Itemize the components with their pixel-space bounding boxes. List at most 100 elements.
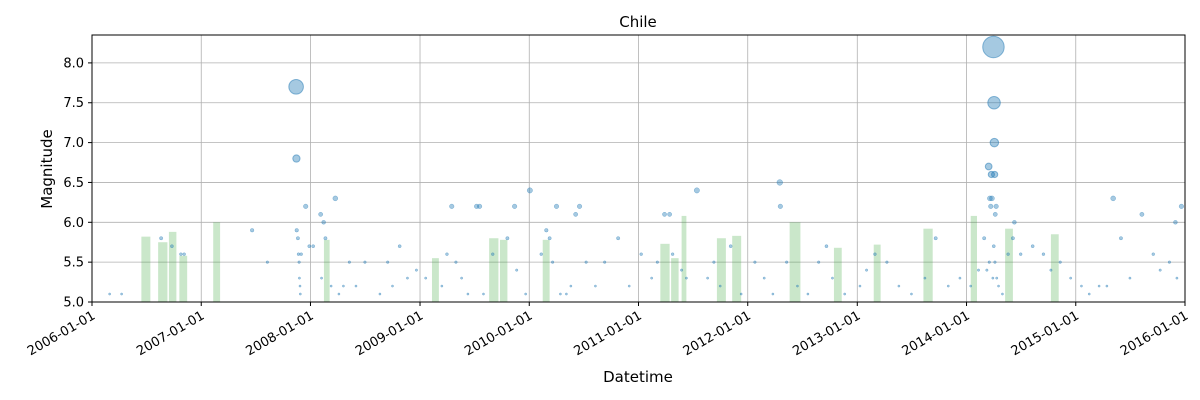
scatter-point — [1001, 292, 1004, 296]
scatter-point — [296, 252, 301, 256]
y-tick-label: 7.5 — [63, 96, 84, 111]
bar — [716, 238, 726, 302]
scatter-point — [897, 284, 901, 288]
scatter-point — [526, 187, 533, 194]
scatter-point — [363, 260, 367, 264]
scatter-point — [1110, 195, 1116, 202]
scatter-point — [693, 187, 700, 194]
scatter-point — [460, 276, 464, 280]
scatter-point — [551, 260, 555, 264]
scatter-point — [440, 284, 444, 288]
scatter-point — [386, 260, 390, 264]
scatter-point — [910, 292, 913, 296]
scatter-point — [424, 276, 428, 280]
scatter-point — [785, 260, 789, 264]
scatter-point — [1167, 260, 1172, 264]
scatter-point — [933, 236, 938, 241]
scatter-point — [265, 260, 269, 264]
scatter-point — [584, 260, 588, 264]
scatter-point — [1010, 236, 1015, 241]
scatter-point — [1049, 268, 1053, 272]
scatter-point — [321, 220, 326, 225]
scatter-point — [776, 179, 783, 186]
scatter-point — [391, 284, 394, 288]
scatter-point — [320, 276, 323, 280]
scatter-point — [739, 292, 743, 296]
scatter-point — [1151, 252, 1155, 256]
scatter-point — [984, 162, 993, 171]
y-tick-label: 5.5 — [63, 256, 84, 271]
scatter-point — [445, 252, 449, 256]
scatter-point — [565, 292, 568, 296]
scatter-point — [946, 284, 950, 288]
scatter-point — [977, 268, 980, 272]
scatter-point — [1069, 276, 1073, 280]
scatter-point — [993, 260, 997, 264]
scatter-point — [662, 211, 667, 217]
scatter-point — [477, 203, 483, 209]
y-tick-label: 8.0 — [63, 56, 84, 71]
scatter-point — [332, 195, 339, 202]
scatter-point — [762, 276, 766, 280]
scatter-point — [539, 252, 543, 256]
scatter-point — [295, 236, 300, 241]
scatter-point — [1030, 244, 1035, 249]
scatter-point — [873, 252, 877, 256]
scatter-point — [170, 244, 174, 249]
scatter-point — [1158, 268, 1162, 272]
scatter-point — [989, 137, 1000, 148]
scatter-point — [923, 276, 927, 280]
scatter-point — [505, 236, 510, 241]
scatter-point — [298, 292, 302, 296]
scatter-point — [337, 292, 341, 296]
scatter-point — [559, 292, 562, 296]
scatter-point — [378, 292, 382, 296]
chart-title: Chile — [619, 13, 657, 31]
scatter-point — [991, 276, 995, 280]
scatter-point — [1087, 292, 1091, 296]
scatter-point — [491, 252, 495, 256]
scatter-point — [667, 211, 672, 217]
bar — [789, 222, 801, 302]
scatter-point — [1119, 236, 1123, 241]
scatter-point — [454, 260, 458, 264]
bar-series — [141, 215, 1059, 302]
scatter-point — [753, 260, 757, 264]
scatter-series — [108, 35, 1184, 296]
scatter-point — [988, 203, 994, 209]
scatter-point — [655, 260, 659, 264]
scatter-point — [577, 203, 583, 209]
scatter-point — [858, 284, 862, 288]
scatter-point — [1012, 220, 1017, 225]
scatter-point — [294, 228, 299, 233]
scatter-point — [524, 292, 528, 296]
scatter-point — [987, 95, 1001, 110]
scatter-point — [569, 284, 573, 288]
scatter-point — [515, 268, 519, 272]
scatter-point — [777, 203, 783, 209]
scatter-point — [354, 284, 358, 288]
scatter-point — [991, 170, 999, 179]
bar — [833, 247, 842, 302]
y-axis: 5.0 5.5 6.0 6.5 7.0 7.5 8.0 — [63, 56, 92, 311]
scatter-point — [311, 244, 315, 249]
scatter-point — [553, 203, 560, 209]
scatter-point — [297, 260, 301, 264]
scatter-point — [806, 292, 810, 296]
scatter-point — [1175, 276, 1179, 280]
scatter-point — [993, 203, 999, 209]
bar — [732, 235, 742, 302]
bar — [168, 231, 177, 302]
scatter-point — [639, 252, 643, 256]
scatter-point — [414, 268, 418, 272]
scatter-point — [992, 211, 998, 217]
scatter-point — [603, 260, 607, 264]
scatter-point — [796, 284, 799, 288]
y-axis-label: Magnitude — [38, 129, 56, 208]
scatter-point — [997, 284, 1000, 288]
scatter-point — [991, 244, 996, 249]
scatter-point — [831, 276, 834, 280]
scatter-point — [1058, 260, 1062, 264]
scatter-point — [1128, 276, 1132, 280]
